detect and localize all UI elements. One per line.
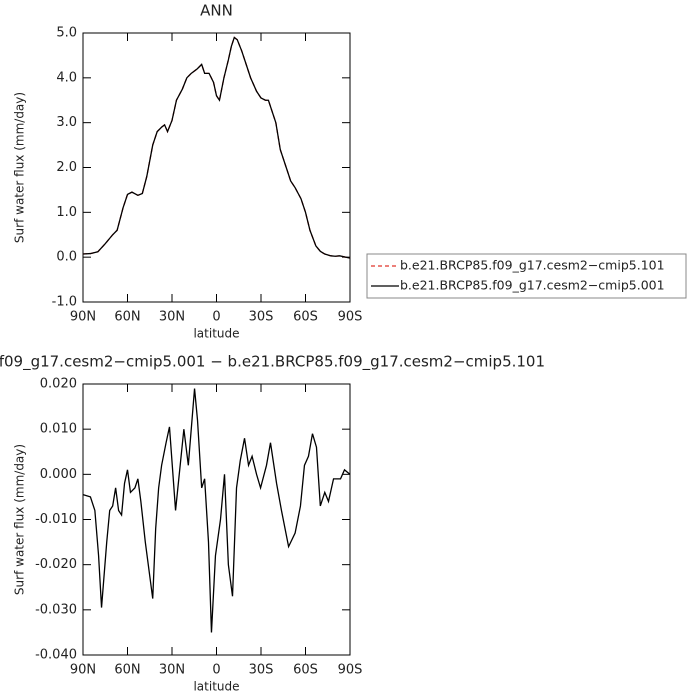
y-tick-label: -0.020: [35, 557, 77, 572]
x-axis-label: latitude: [193, 327, 239, 341]
x-tick-label: 90S: [338, 663, 363, 678]
y-tick-label: 3.0: [56, 115, 77, 130]
y-tick-label: -0.030: [35, 602, 77, 617]
data-line: [82, 36, 351, 259]
x-tick-label: 60S: [293, 663, 318, 678]
chart-title: b.e21.BRCP85.f09_g17.cesm2−cmip5.001 − b…: [0, 353, 545, 372]
x-axis-label: latitude: [193, 680, 239, 694]
y-tick-label: -0.040: [35, 648, 77, 663]
data-line: [82, 36, 351, 259]
y-tick-label: 0.0: [56, 250, 77, 265]
legend-box: [366, 253, 687, 299]
plot-frame: [82, 32, 351, 303]
x-tick-label: 0: [212, 310, 220, 325]
y-tick-label: -1.0: [52, 295, 77, 310]
y-tick-label: 1.0: [56, 205, 77, 220]
y-tick-label: -0.010: [35, 512, 77, 527]
data-line: [82, 388, 351, 633]
chart-title: ANN: [200, 2, 233, 20]
x-tick-label: 60S: [293, 310, 318, 325]
y-tick-label: 0.000: [40, 467, 77, 482]
x-tick-label: 30N: [159, 663, 185, 678]
y-tick-label: 0.020: [40, 377, 77, 392]
y-tick-label: 4.0: [56, 70, 77, 85]
y-tick-label: 5.0: [56, 26, 77, 41]
y-axis-label: Surf water flux (mm/day): [13, 444, 27, 595]
x-tick-label: 30S: [249, 663, 274, 678]
plot-frame: [82, 383, 351, 656]
legend-label: b.e21.BRCP85.f09_g17.cesm2−cmip5.101: [400, 258, 665, 273]
x-tick-label: 90N: [70, 663, 96, 678]
x-tick-label: 60N: [114, 663, 140, 678]
x-tick-label: 0: [212, 663, 220, 678]
x-tick-label: 90S: [338, 310, 363, 325]
y-axis-label: Surf water flux (mm/day): [13, 92, 27, 243]
x-tick-label: 30S: [249, 310, 274, 325]
x-tick-label: 90N: [70, 310, 96, 325]
y-tick-label: 0.010: [40, 422, 77, 437]
x-tick-label: 30N: [159, 310, 185, 325]
legend-label: b.e21.BRCP85.f09_g17.cesm2−cmip5.001: [400, 278, 665, 293]
y-tick-label: 2.0: [56, 160, 77, 175]
x-tick-label: 60N: [114, 310, 140, 325]
